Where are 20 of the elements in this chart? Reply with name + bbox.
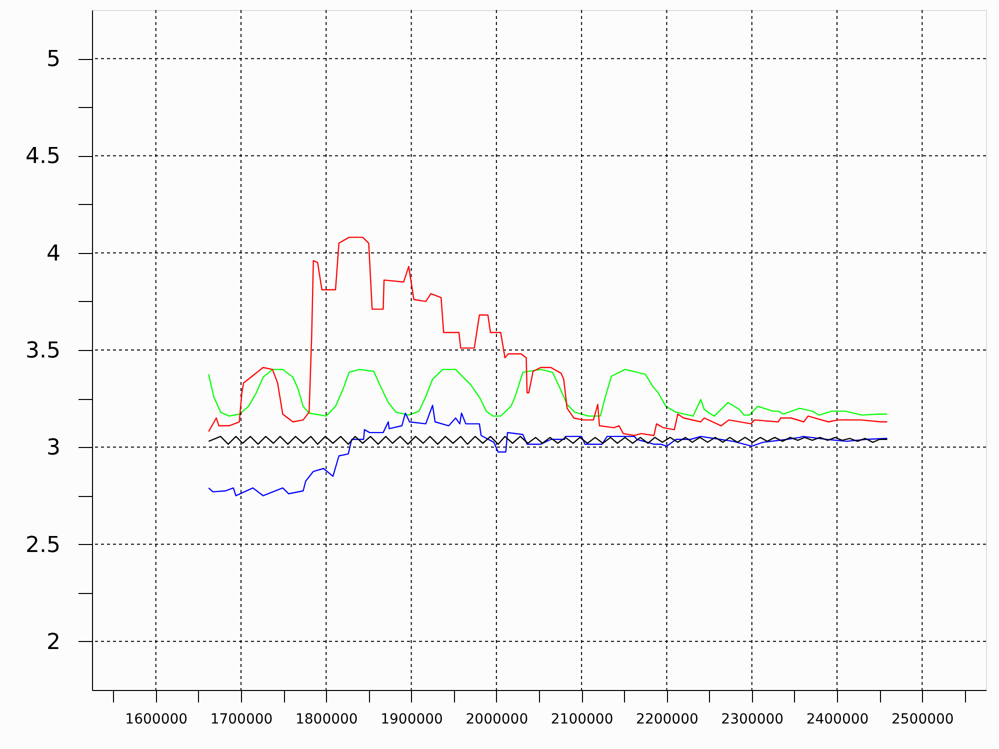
line-series (208, 368, 888, 417)
x-tick-label: 2100000 (550, 712, 614, 728)
y-tick-label: 4 (46, 241, 60, 266)
y-tick-label: 3.5 (26, 338, 60, 364)
y-tick-label: 5 (46, 47, 60, 72)
x-tick-label: 1700000 (210, 712, 273, 728)
x-tick-label: 1800000 (295, 712, 358, 728)
x-tick-label: 2200000 (636, 712, 698, 728)
line-series (208, 236, 888, 436)
x-tick-label: 1600000 (125, 712, 188, 728)
y-tick-label: 3 (46, 436, 60, 461)
x-tick-label: 2500000 (891, 712, 954, 728)
line-series (208, 404, 888, 496)
y-tick-label: 2 (46, 630, 60, 655)
x-tick-label: 2000000 (466, 712, 528, 728)
x-tick-label: 1900000 (380, 712, 443, 728)
y-tick-label: 2.5 (26, 532, 60, 558)
x-tick-label: 2300000 (721, 712, 784, 728)
x-tick-label: 2400000 (806, 712, 869, 728)
y-tick-label: 4.5 (26, 144, 60, 170)
